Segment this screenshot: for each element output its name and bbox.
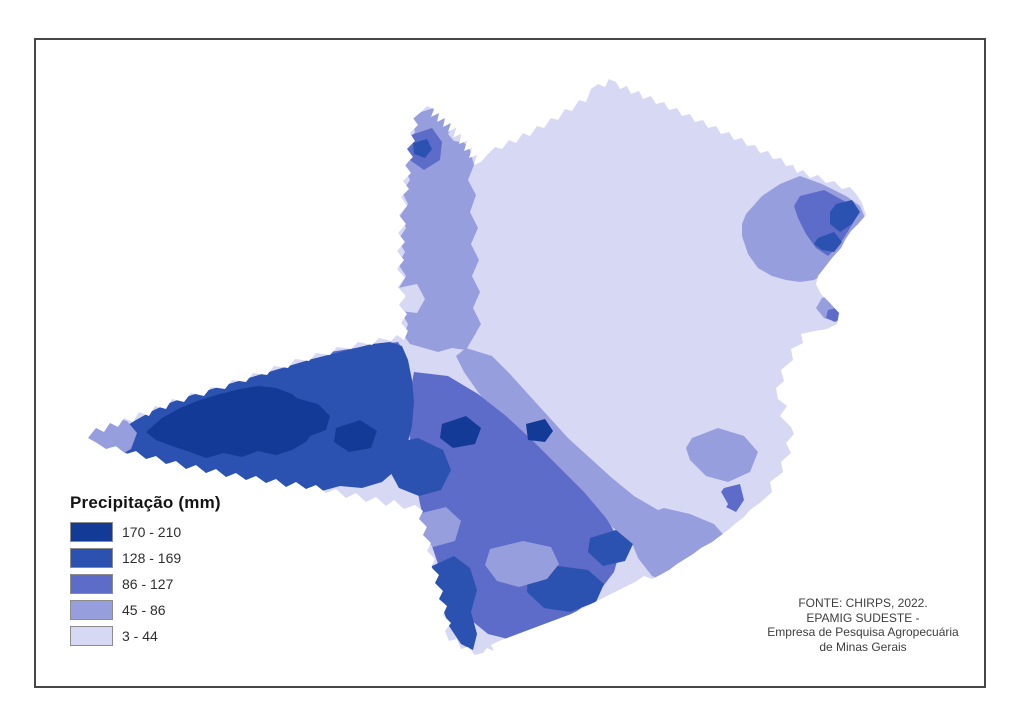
legend-swatch bbox=[70, 574, 113, 594]
legend-label: 86 - 127 bbox=[122, 576, 174, 592]
precip-zone-45-86-center-band bbox=[456, 348, 700, 564]
legend-swatch-rect bbox=[70, 574, 113, 594]
legend-item: 170 - 210 bbox=[70, 522, 221, 542]
source-line-4: de Minas Gerais bbox=[819, 639, 907, 654]
precip-zone-3-44-se-hole bbox=[694, 490, 728, 518]
precip-zone-128-169-spike-dot bbox=[413, 139, 432, 158]
precip-zone-170-210-dot-d bbox=[526, 419, 553, 442]
legend-label: 45 - 86 bbox=[122, 602, 166, 618]
legend-swatch-rect bbox=[70, 626, 113, 646]
precip-zone-128-169-south-blob-2 bbox=[588, 530, 633, 566]
legend-item: 128 - 169 bbox=[70, 548, 221, 568]
legend-swatch bbox=[70, 522, 113, 542]
legend-item: 3 - 44 bbox=[70, 626, 221, 646]
precip-zone-170-210-core-east bbox=[292, 398, 330, 436]
legend-title: Precipitação (mm) bbox=[70, 493, 221, 512]
legend-label: 3 - 44 bbox=[122, 628, 158, 644]
precip-zone-128-169-ne-dot-2 bbox=[814, 232, 842, 252]
precip-zone-128-169-ne-dot-1 bbox=[830, 200, 860, 232]
legend-swatch-rect bbox=[70, 522, 113, 542]
source-line-1: FONTE: CHIRPS, 2022. bbox=[798, 596, 928, 610]
precip-zone-45-86-south-patch-b bbox=[485, 541, 559, 587]
legend-item: 86 - 127 bbox=[70, 574, 221, 594]
source-note: FONTE: CHIRPS, 2022. EPAMIG SUDESTE - Em… bbox=[740, 596, 986, 654]
precip-zone-170-210-core bbox=[146, 386, 314, 458]
legend-swatch bbox=[70, 600, 113, 620]
legend-swatch bbox=[70, 548, 113, 568]
legend-swatch-rect bbox=[70, 548, 113, 568]
legend-label: 128 - 169 bbox=[122, 550, 182, 566]
source-line-3: Empresa de Pesquisa Agropecuária bbox=[767, 625, 959, 640]
source-line-2: EPAMIG SUDESTE - bbox=[806, 610, 920, 625]
precip-zone-128-169-south-tip bbox=[432, 556, 477, 650]
legend-item: 45 - 86 bbox=[70, 600, 221, 620]
precip-zone-128-169-wedge-south-blob bbox=[387, 438, 451, 496]
precip-zone-45-86-south-patch-a bbox=[418, 507, 461, 547]
legend-label: 170 - 210 bbox=[122, 524, 182, 540]
legend-swatch bbox=[70, 626, 113, 646]
precip-zone-45-86-east-blob bbox=[686, 428, 758, 482]
precip-zone-170-210-blob-b bbox=[334, 420, 377, 452]
legend-swatch-rect bbox=[70, 600, 113, 620]
precip-zone-170-210-blob-c bbox=[440, 416, 481, 448]
legend: Precipitação (mm) 170 - 210 128 - 169 86… bbox=[70, 493, 221, 652]
